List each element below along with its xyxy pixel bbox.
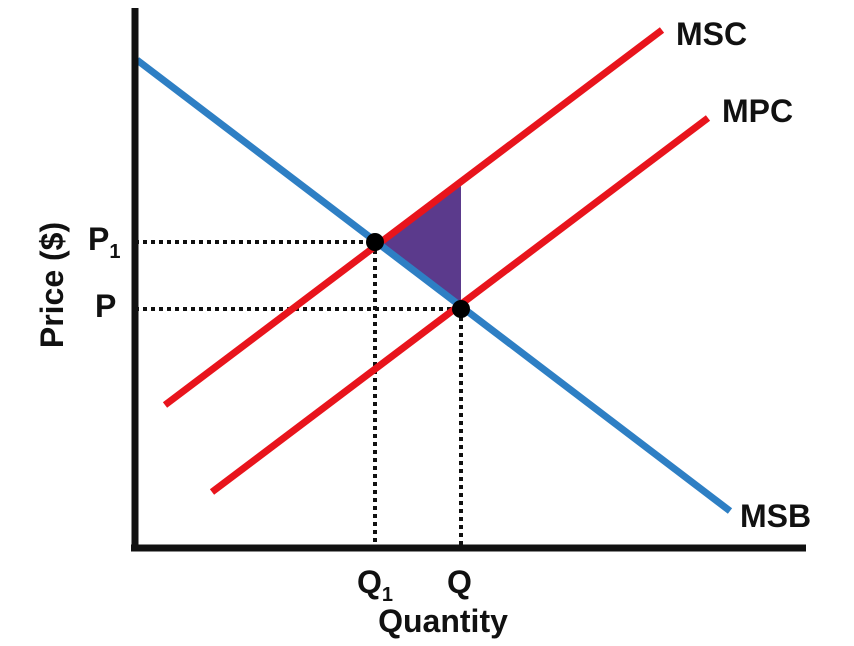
x-axis-label: Quantity xyxy=(378,603,508,639)
p1-tick-label: P1 xyxy=(88,221,120,263)
q-tick-label: Q xyxy=(447,564,472,600)
market-equilibrium-point xyxy=(452,300,470,318)
msb-label: MSB xyxy=(740,498,811,534)
q1-tick-label: Q1 xyxy=(357,564,393,606)
msc-label: MSC xyxy=(676,16,747,52)
deadweight-loss-area xyxy=(375,186,461,309)
p-tick-label: P xyxy=(95,288,116,324)
social-optimum-point xyxy=(366,233,384,251)
mpc-label: MPC xyxy=(722,93,793,129)
msc-curve xyxy=(162,27,665,408)
y-axis-label: Price ($) xyxy=(34,222,70,348)
msb-curve xyxy=(134,57,733,514)
